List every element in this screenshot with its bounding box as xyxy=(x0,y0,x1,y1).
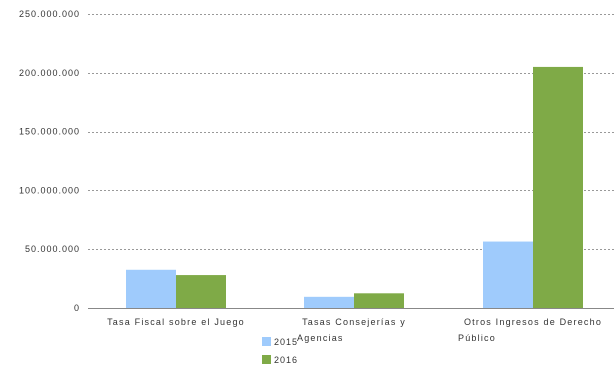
category-label-2-line-0: Otros Ingresos de Derecho xyxy=(464,317,602,327)
legend-swatch-2016 xyxy=(262,355,271,364)
category-label-1-line-1: Agencias xyxy=(297,333,344,343)
category-label-0-line-0: Tasa Fiscal sobre el Juego xyxy=(107,317,245,327)
category-label-1-line-0: Tasas Consejerías y xyxy=(302,317,406,327)
legend-swatch-2015 xyxy=(262,337,271,346)
y-tick-label: 250.000.000 xyxy=(19,9,80,19)
y-tick-label: 50.000.000 xyxy=(25,244,80,254)
grid-lines xyxy=(88,14,614,309)
bars xyxy=(126,66,583,308)
bar-2016-1 xyxy=(354,293,404,308)
bar-2015-2 xyxy=(483,241,533,308)
y-tick-label: 150.000.000 xyxy=(19,127,80,137)
bar-2016-0 xyxy=(176,275,226,308)
bar-2016-2 xyxy=(533,66,583,308)
y-tick-label: 0 xyxy=(74,303,80,313)
y-tick-label: 200.000.000 xyxy=(19,68,80,78)
y-axis-tick-labels: 0 50.000.000 100.000.000 150.000.000 200.000… xyxy=(19,9,80,313)
y-tick-label: 100.000.000 xyxy=(19,185,80,195)
category-label-2-line-1: Público xyxy=(458,333,496,343)
x-axis-category-labels: Tasa Fiscal sobre el Juego Tasas Consejer… xyxy=(107,317,602,343)
bar-2015-1 xyxy=(304,296,354,308)
bar-2015-0 xyxy=(126,269,176,308)
legend-label-2015: 2015 xyxy=(274,337,299,347)
legend-label-2016: 2016 xyxy=(274,355,299,365)
